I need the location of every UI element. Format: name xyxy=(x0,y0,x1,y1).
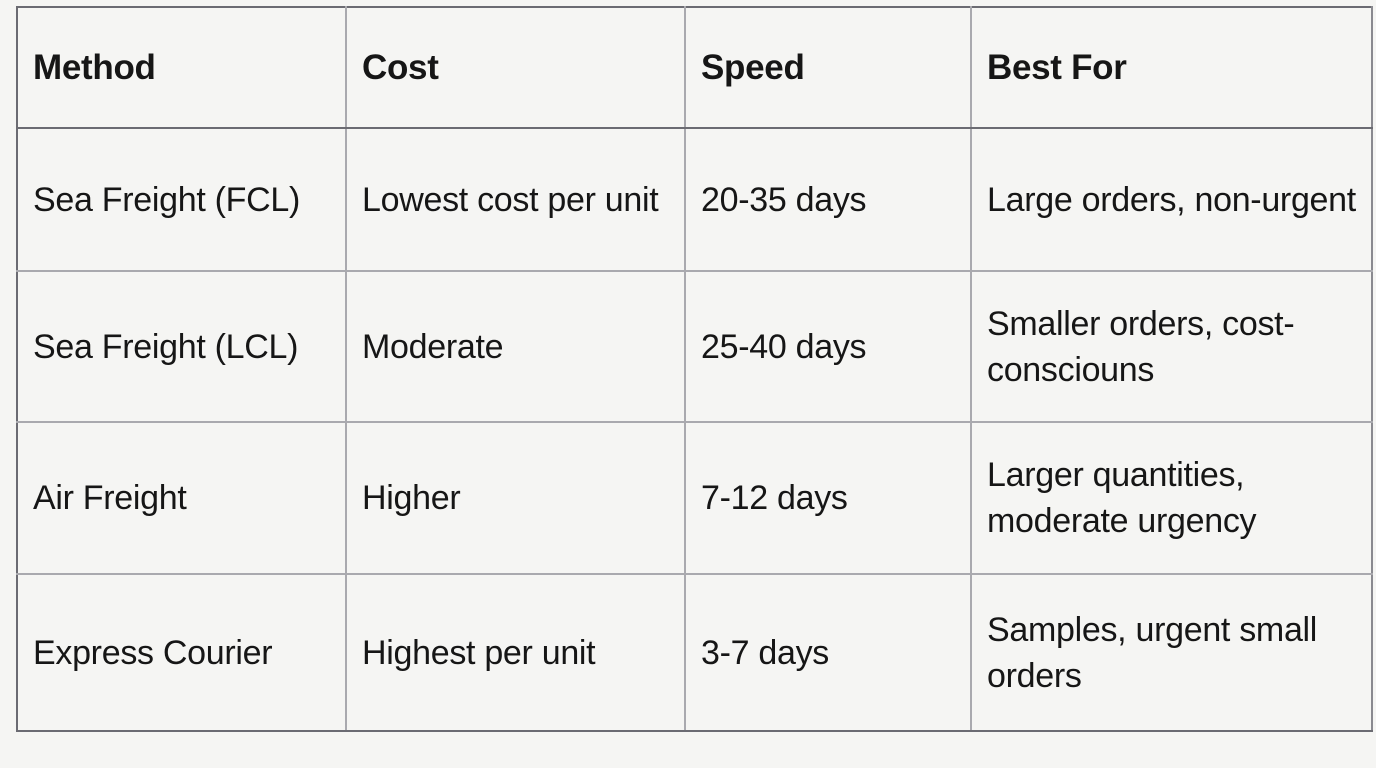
cell-method: Express Courier xyxy=(16,573,347,732)
header-best-for: Best For xyxy=(970,6,1373,129)
cell-speed: 3-7 days xyxy=(684,573,972,732)
table-row: Sea Freight (FCL) Lowest cost per unit 2… xyxy=(16,127,1373,272)
header-row: Method Cost Speed Best For xyxy=(16,6,1373,129)
table-row: Sea Freight (LCL) Moderate 25-40 days Sm… xyxy=(16,270,1373,423)
cell-speed: 7-12 days xyxy=(684,421,972,575)
cell-best-for: Samples, urgent small orders xyxy=(970,573,1373,732)
cell-cost: Higher xyxy=(345,421,686,575)
header-speed: Speed xyxy=(684,6,972,129)
table-header: Method Cost Speed Best For xyxy=(16,6,1373,129)
table-body: Sea Freight (FCL) Lowest cost per unit 2… xyxy=(16,127,1373,732)
cell-cost: Lowest cost per unit xyxy=(345,127,686,272)
cell-best-for: Smaller orders, cost-consciouns xyxy=(970,270,1373,423)
cell-speed: 25-40 days xyxy=(684,270,972,423)
header-cost: Cost xyxy=(345,6,686,129)
cell-method: Sea Freight (LCL) xyxy=(16,270,347,423)
cell-cost: Highest per unit xyxy=(345,573,686,732)
cell-method: Sea Freight (FCL) xyxy=(16,127,347,272)
cell-method: Air Freight xyxy=(16,421,347,575)
shipping-methods-table: Method Cost Speed Best For Sea Freight (… xyxy=(16,6,1373,732)
cell-cost: Moderate xyxy=(345,270,686,423)
header-method: Method xyxy=(16,6,347,129)
table-row: Air Freight Higher 7-12 days Larger quan… xyxy=(16,421,1373,575)
cell-best-for: Larger quantities, moderate urgency xyxy=(970,421,1373,575)
table-row: Express Courier Highest per unit 3-7 day… xyxy=(16,573,1373,732)
cell-speed: 20-35 days xyxy=(684,127,972,272)
cell-best-for: Large orders, non-urgent xyxy=(970,127,1373,272)
